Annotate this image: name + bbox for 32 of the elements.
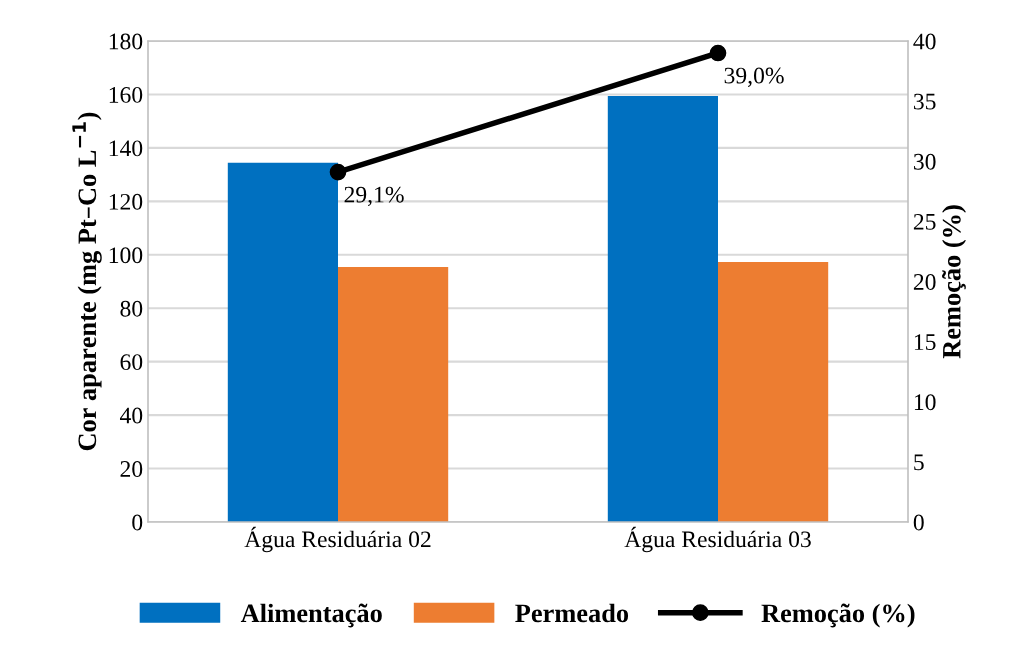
y2-tick-label: 10: [914, 394, 936, 411]
y-tick-label: 160: [109, 86, 143, 103]
data-label: 39,0%: [724, 67, 784, 87]
y-axis-title: Cor aparente (mg Pt–Co L$^{−1}$): [72, 112, 102, 451]
y2-tick-label: 30: [913, 153, 936, 170]
y2-tick-label: 0: [913, 514, 924, 531]
data-label: 29,1%: [344, 186, 404, 206]
bar: [718, 261, 829, 522]
y-tick-label: 60: [120, 354, 143, 371]
y2-tick-label: 15: [914, 334, 936, 351]
y-tick-label: 80: [120, 300, 143, 317]
y2-tick-label: 25: [913, 213, 936, 230]
y2-tick-label: 5: [914, 454, 924, 471]
legend-label: Permeado: [515, 603, 629, 623]
y2-tick-label: 20: [913, 273, 936, 290]
legend-label: Remoção (%): [761, 603, 915, 628]
legend-label: Alimentação: [240, 603, 382, 628]
y2-tick-label: 40: [913, 33, 936, 50]
y2-axis-title: Remoção (%): [942, 205, 967, 359]
bar: [607, 96, 718, 522]
bar: [338, 267, 449, 522]
x-tick-label: Água Residuária 02: [244, 526, 431, 553]
y-tick-label: 140: [109, 140, 143, 157]
y2-tick-label: 35: [913, 93, 936, 110]
y-tick-label: 120: [109, 193, 143, 210]
y-tick-label: 100: [109, 247, 143, 264]
bar: [227, 162, 338, 522]
y-tick-label: 40: [119, 407, 143, 424]
y-tick-label: 0: [132, 514, 143, 531]
y-tick-label: 180: [109, 33, 143, 50]
x-tick-label: Água Residuária 03: [624, 526, 811, 553]
y-tick-label: 20: [120, 461, 143, 477]
